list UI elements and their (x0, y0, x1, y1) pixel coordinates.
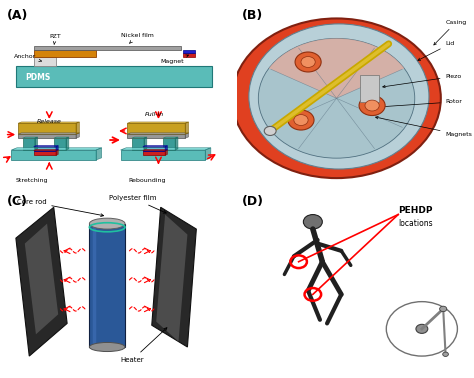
Polygon shape (127, 134, 185, 138)
Polygon shape (56, 146, 58, 150)
Bar (183, 50, 195, 53)
Polygon shape (18, 133, 79, 134)
Bar (360, 75, 379, 102)
Circle shape (258, 39, 415, 158)
Text: (C): (C) (7, 195, 28, 208)
Polygon shape (156, 215, 187, 342)
Bar (34, 50, 96, 57)
Circle shape (443, 352, 448, 356)
Text: Heater: Heater (120, 328, 167, 363)
Polygon shape (18, 134, 76, 138)
Ellipse shape (249, 24, 429, 169)
Polygon shape (23, 138, 35, 150)
Bar (34, 46, 181, 50)
Polygon shape (132, 137, 147, 138)
Circle shape (439, 306, 447, 311)
Polygon shape (23, 137, 37, 138)
Text: PEHDP: PEHDP (398, 206, 433, 215)
Circle shape (264, 126, 276, 135)
Circle shape (365, 100, 379, 111)
Polygon shape (54, 137, 69, 138)
Text: Nickel film: Nickel film (120, 33, 154, 43)
Circle shape (232, 19, 441, 178)
Polygon shape (165, 150, 167, 155)
Polygon shape (120, 148, 211, 150)
Polygon shape (16, 207, 67, 356)
Polygon shape (143, 146, 167, 147)
Polygon shape (18, 123, 76, 134)
Polygon shape (163, 138, 175, 150)
Polygon shape (34, 150, 56, 155)
Polygon shape (143, 150, 165, 155)
Text: (B): (B) (242, 9, 263, 22)
Polygon shape (76, 133, 79, 138)
Text: Rebounding: Rebounding (128, 178, 166, 183)
Circle shape (294, 115, 308, 125)
Polygon shape (175, 137, 178, 150)
Polygon shape (120, 150, 205, 160)
Polygon shape (165, 146, 167, 150)
Wedge shape (269, 39, 404, 98)
Text: Release: Release (37, 119, 62, 124)
Text: Core rod: Core rod (17, 199, 104, 217)
Polygon shape (34, 147, 56, 150)
Text: Pull-in: Pull-in (145, 112, 164, 118)
Text: PDMS: PDMS (25, 73, 50, 82)
Polygon shape (185, 133, 189, 138)
Circle shape (295, 52, 321, 72)
Polygon shape (66, 137, 69, 150)
Ellipse shape (90, 218, 125, 229)
Text: Stretching: Stretching (15, 178, 48, 183)
Text: Magnet: Magnet (161, 55, 189, 65)
Text: Anchor: Anchor (14, 54, 42, 62)
Text: Polyester film: Polyester film (109, 195, 166, 213)
Polygon shape (11, 150, 96, 160)
Polygon shape (132, 138, 144, 150)
Bar (90, 224, 125, 347)
Polygon shape (143, 147, 165, 150)
Polygon shape (127, 123, 185, 134)
Text: Magnets: Magnets (375, 116, 473, 137)
Text: PZT: PZT (49, 34, 61, 45)
Circle shape (288, 110, 314, 130)
Text: (A): (A) (7, 9, 28, 22)
Polygon shape (96, 148, 101, 160)
Polygon shape (185, 122, 189, 134)
Polygon shape (56, 150, 58, 155)
Circle shape (359, 96, 385, 116)
Polygon shape (76, 122, 79, 134)
Polygon shape (144, 137, 147, 150)
Bar (183, 53, 195, 57)
Polygon shape (25, 224, 58, 334)
Circle shape (301, 57, 315, 67)
Text: Lid: Lid (418, 41, 455, 60)
Polygon shape (163, 137, 178, 138)
Polygon shape (127, 133, 189, 134)
Text: Rotor: Rotor (375, 99, 463, 108)
Bar (34, 57, 56, 66)
Text: Casing: Casing (434, 20, 467, 45)
Ellipse shape (90, 342, 125, 352)
Text: locations: locations (398, 219, 433, 228)
Circle shape (303, 215, 322, 229)
Polygon shape (152, 207, 196, 347)
Bar (16, 66, 212, 87)
Circle shape (416, 324, 428, 333)
Text: (D): (D) (242, 195, 264, 208)
Polygon shape (35, 137, 37, 150)
Polygon shape (205, 148, 211, 160)
Polygon shape (54, 138, 66, 150)
Polygon shape (34, 146, 58, 147)
Polygon shape (127, 122, 189, 123)
Polygon shape (11, 148, 101, 150)
Polygon shape (18, 122, 79, 123)
Text: Piezo: Piezo (383, 74, 462, 88)
